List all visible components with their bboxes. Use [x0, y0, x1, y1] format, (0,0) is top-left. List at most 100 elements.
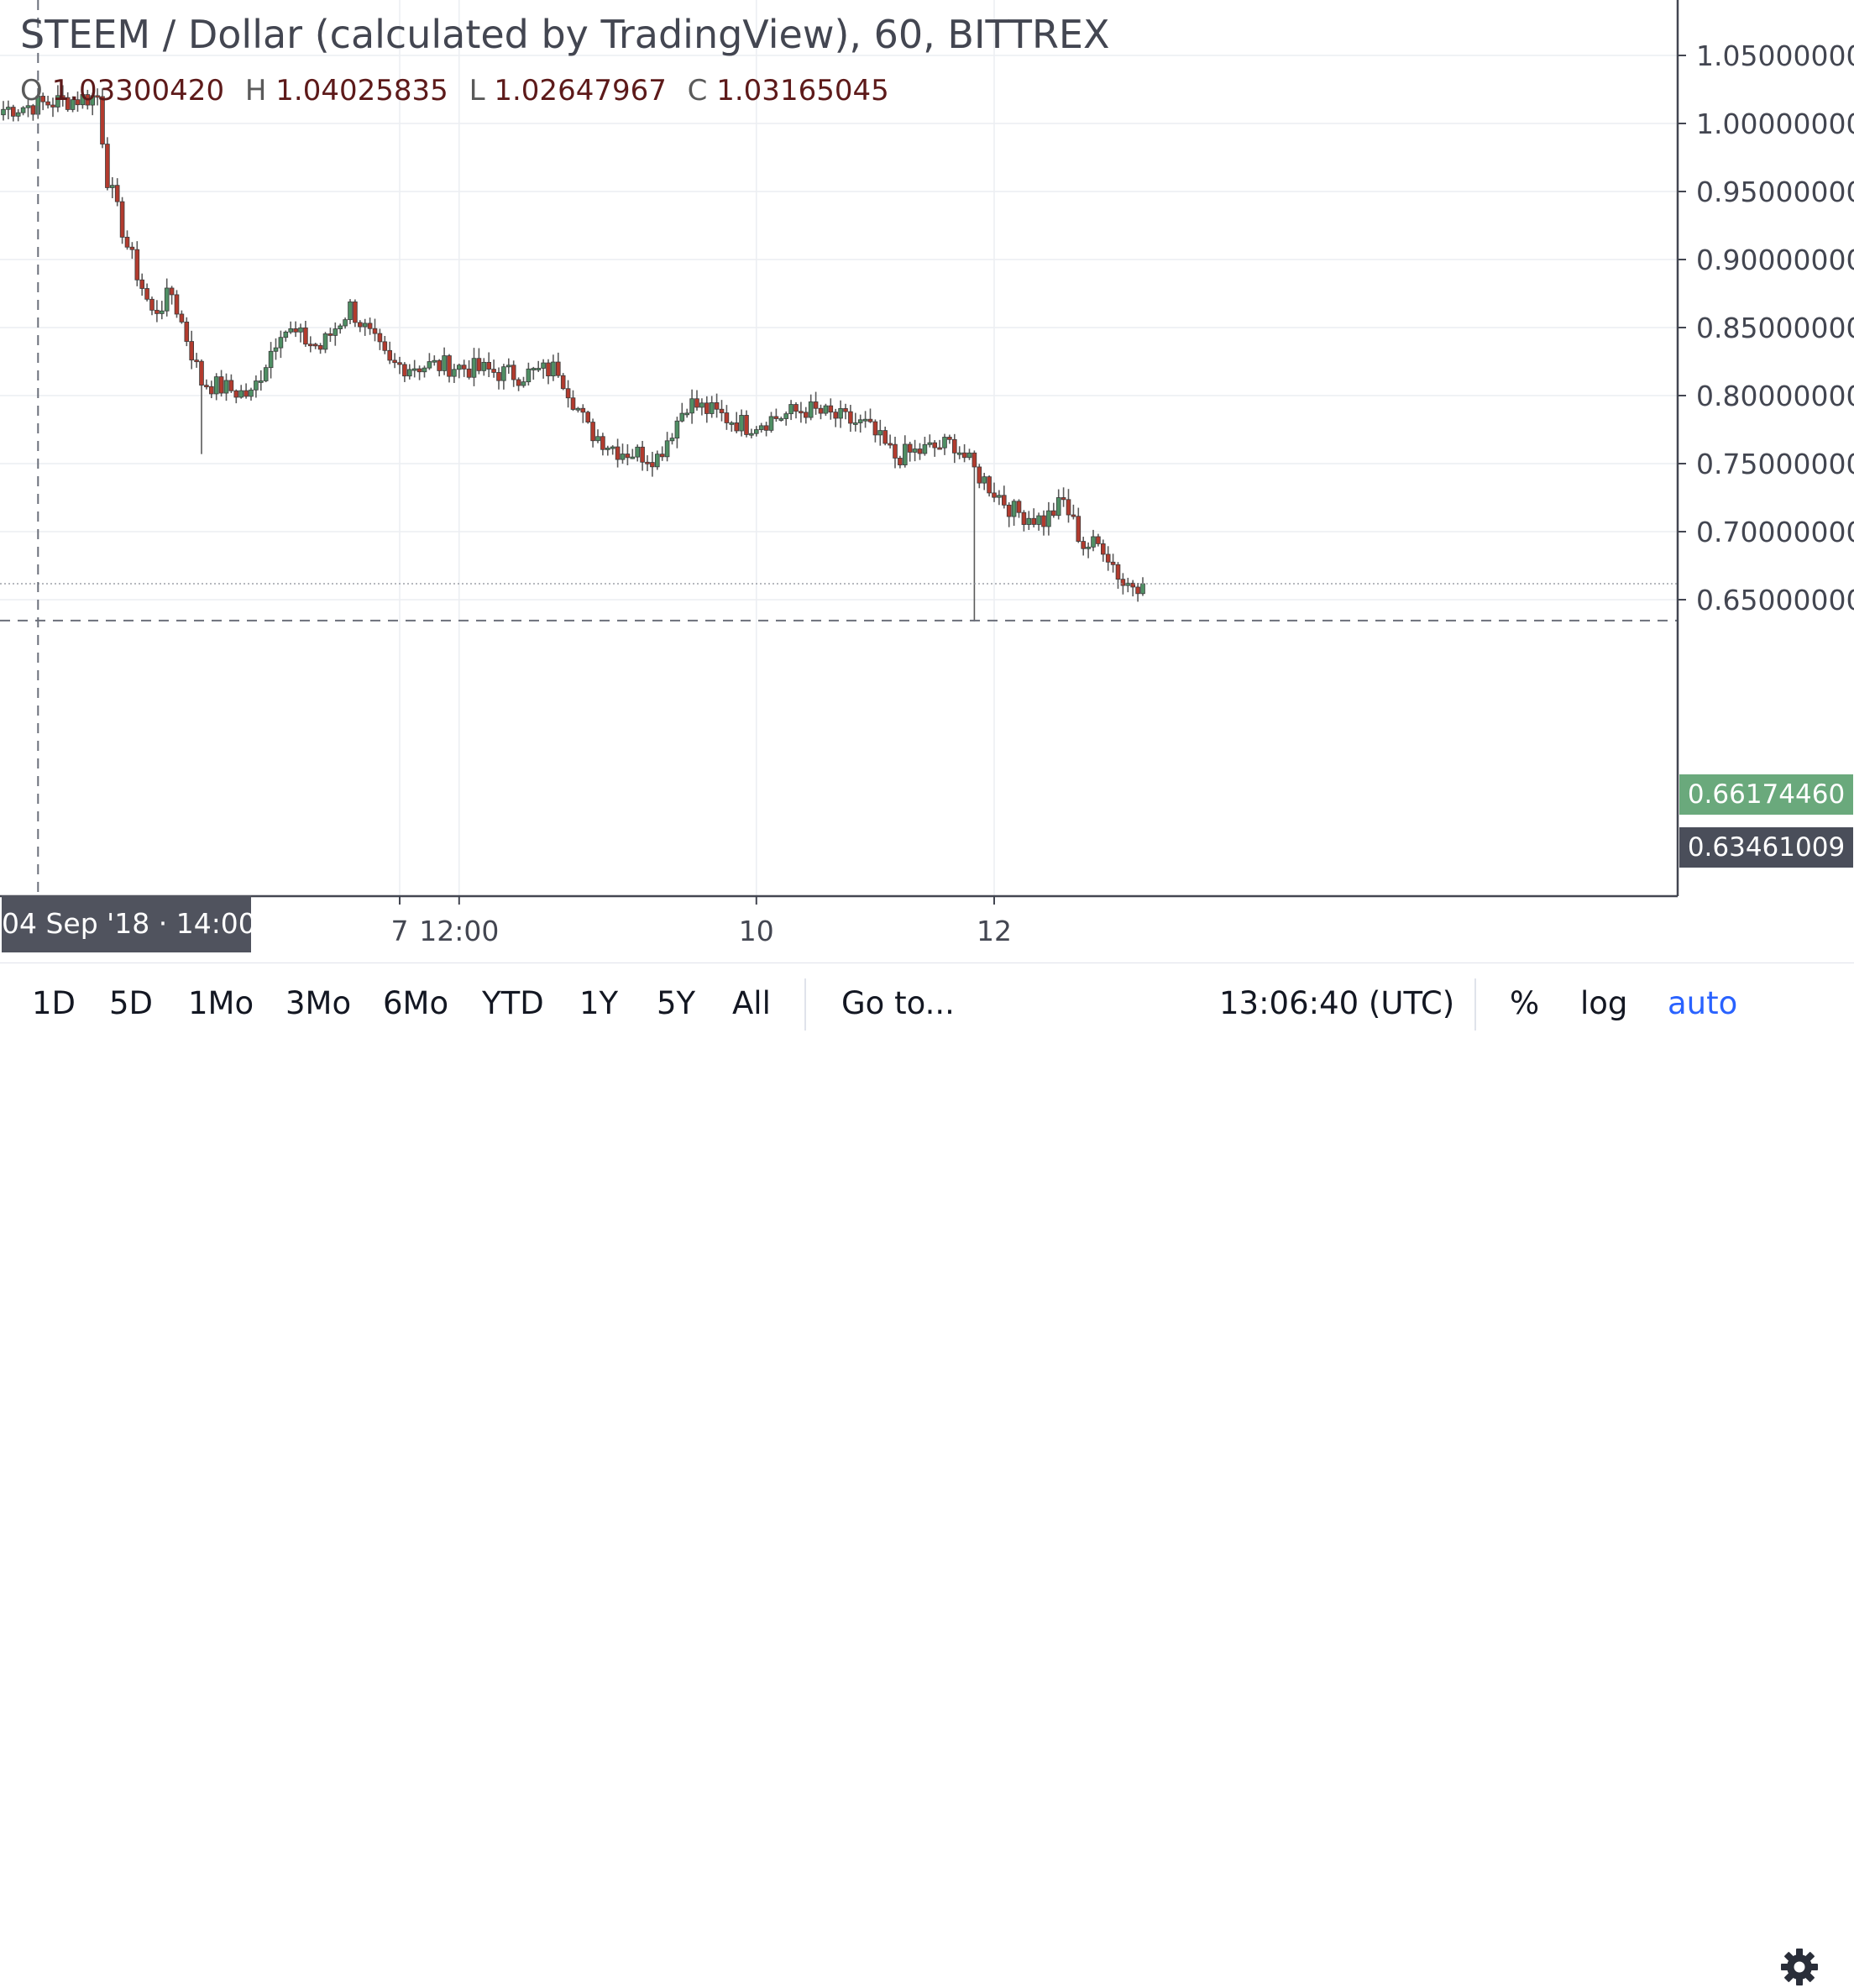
candle-body — [635, 446, 640, 458]
candle-body — [595, 436, 600, 442]
candle-body — [961, 452, 967, 459]
candle-body — [560, 375, 566, 390]
candle-body — [471, 358, 477, 378]
range-1mo-button[interactable]: 1Mo — [188, 985, 254, 1021]
candle-body — [208, 386, 214, 395]
range-all-button[interactable]: All — [732, 985, 771, 1021]
candle-body — [808, 401, 814, 418]
candle-body — [982, 476, 987, 484]
candle-body — [1006, 504, 1012, 517]
candle-body — [327, 333, 333, 336]
candle-body — [763, 425, 769, 431]
candle-body — [169, 287, 175, 296]
candle-body — [164, 287, 170, 312]
candle-body — [862, 418, 868, 422]
candle-body — [521, 381, 526, 386]
candle-body — [838, 408, 843, 419]
candle-body — [427, 361, 432, 369]
candle-body — [501, 366, 506, 381]
candle-body — [139, 279, 145, 289]
candle-body — [997, 495, 1002, 498]
candle-body — [912, 448, 918, 453]
candle-body — [105, 144, 110, 188]
candle-body — [194, 359, 199, 363]
candle-body — [783, 413, 788, 419]
candle-body — [903, 443, 908, 465]
chart-canvas[interactable]: 1.05000000 1.00000000 0.95000000 0.90000000… — [0, 0, 1854, 963]
candle-body — [452, 369, 457, 377]
candle-body — [466, 368, 472, 378]
candle-body — [244, 390, 249, 397]
range-5d-button[interactable]: 5D — [109, 985, 154, 1021]
y-tick-label: 0.85000000 — [1696, 312, 1854, 344]
candle-body — [684, 412, 689, 416]
y-tick-label: 0.90000000 — [1696, 244, 1854, 276]
candle-body — [739, 415, 744, 432]
candle-body — [699, 402, 704, 408]
candle-body — [15, 112, 21, 117]
auto-scale-toggle[interactable]: auto — [1668, 985, 1738, 1021]
log-scale-toggle[interactable]: log — [1580, 985, 1628, 1021]
candle-body — [882, 430, 888, 444]
candle-body — [322, 333, 328, 350]
candle-body — [828, 405, 834, 413]
range-ytd-button[interactable]: YTD — [482, 985, 544, 1021]
candle-body — [402, 364, 407, 377]
candle-body — [804, 412, 809, 418]
candle-body — [719, 408, 725, 413]
candle-body — [704, 402, 710, 414]
candle-body — [353, 302, 358, 323]
candle-body — [437, 359, 442, 371]
candle-body — [213, 376, 219, 395]
candle-body — [303, 327, 308, 345]
candle-body — [333, 328, 338, 336]
range-1y-button[interactable]: 1Y — [579, 985, 619, 1021]
candle-body — [615, 446, 621, 460]
candle-body — [585, 412, 590, 423]
candle-body — [1051, 510, 1056, 517]
x-tick-label: 10 — [739, 915, 774, 947]
percent-scale-toggle[interactable]: % — [1510, 985, 1540, 1021]
chart-grid — [0, 0, 1678, 896]
candle-body — [382, 341, 388, 351]
candle-body — [679, 412, 685, 422]
candles — [1, 84, 1145, 622]
candle-body — [640, 446, 645, 463]
range-5y-button[interactable]: 5Y — [657, 985, 696, 1021]
candle-body — [580, 407, 586, 413]
candle-body — [254, 380, 259, 391]
candle-body — [1105, 553, 1111, 563]
range-3mo-button[interactable]: 3Mo — [285, 985, 352, 1021]
candle-body — [551, 361, 556, 377]
candle-body — [977, 466, 982, 484]
candle-body — [1046, 510, 1051, 527]
candle-body — [124, 236, 130, 248]
clock-timezone-button[interactable]: 13:06:40 (UTC) — [1219, 985, 1455, 1021]
goto-button[interactable]: Go to... — [841, 985, 955, 1021]
y-tick-label: 0.80000000 — [1696, 380, 1854, 412]
candle-body — [95, 95, 100, 98]
candle-body — [541, 362, 546, 369]
range-6mo-button[interactable]: 6Mo — [383, 985, 449, 1021]
candle-body — [273, 347, 279, 352]
candle-body — [357, 322, 363, 328]
candle-body — [947, 437, 952, 440]
candle-body — [709, 402, 715, 414]
candle-body — [922, 443, 928, 454]
candle-body — [461, 365, 467, 370]
candle-body — [348, 302, 353, 321]
ohlc-legend: O 1.03300420 H 1.04025835 L 1.02647967 C… — [20, 74, 889, 108]
gear-icon[interactable] — [1778, 1946, 1820, 1988]
candle-body — [516, 379, 521, 386]
candle-body — [288, 328, 293, 333]
candle-body — [625, 454, 631, 459]
candle-body — [744, 415, 749, 435]
candle-body — [799, 411, 804, 414]
range-1d-button[interactable]: 1D — [32, 985, 76, 1021]
candle-body — [249, 389, 254, 397]
candle-body — [406, 369, 412, 377]
candle-body — [114, 185, 120, 202]
candle-body — [575, 407, 581, 411]
candle-body — [90, 95, 96, 106]
candle-body — [506, 365, 511, 368]
